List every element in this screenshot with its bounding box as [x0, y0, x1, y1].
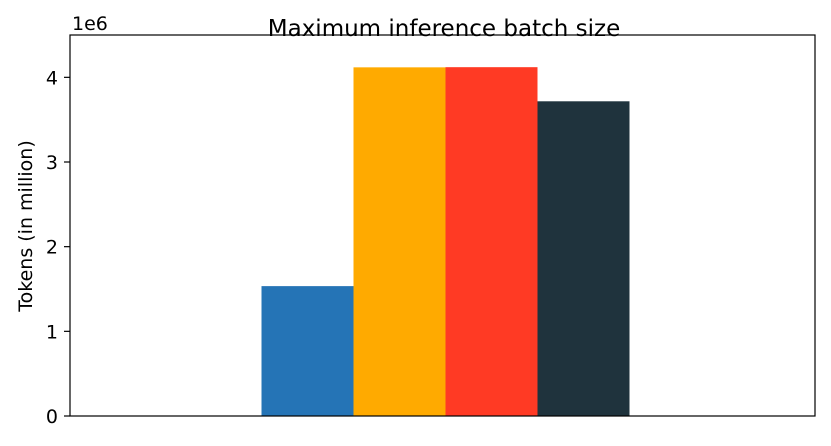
bar: [261, 286, 354, 416]
y-axis-label: Tokens (in million): [15, 140, 37, 312]
bar: [445, 67, 538, 416]
bar: [537, 101, 630, 416]
bar: [353, 67, 446, 417]
y-offset-text: 1e6: [72, 13, 108, 35]
y-tick-label: 3: [46, 152, 58, 174]
y-tick-label: 0: [46, 406, 58, 428]
chart-title: Maximum inference batch size: [268, 16, 620, 42]
plot-frame: [69, 34, 816, 417]
y-tick-label: 1: [46, 321, 58, 343]
y-tick-label: 2: [46, 237, 58, 259]
y-tick-label: 4: [46, 67, 58, 89]
